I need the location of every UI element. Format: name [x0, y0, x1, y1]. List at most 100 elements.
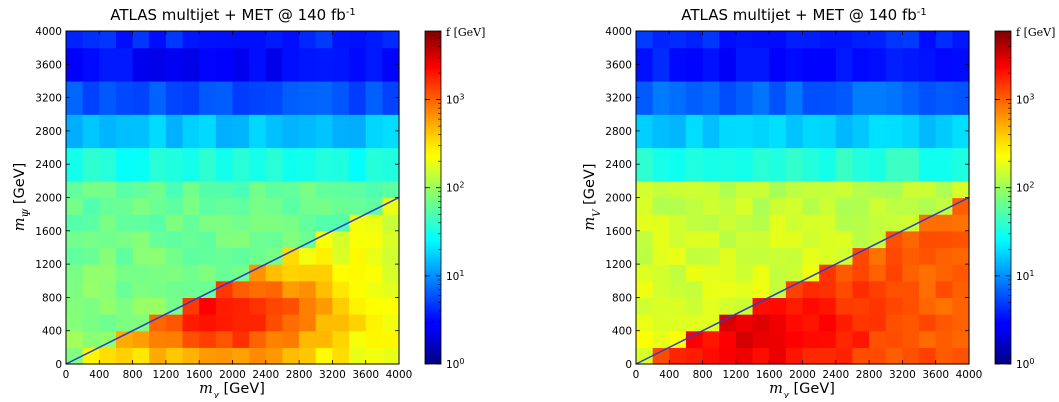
heatmap-cell — [735, 31, 754, 49]
heatmap-cell — [902, 47, 920, 82]
heatmap-cell — [819, 280, 837, 298]
x-tick-label: 3600 — [922, 369, 949, 381]
heatmap-cell — [215, 297, 234, 315]
heatmap-cell — [82, 80, 100, 115]
heatmap-cell — [215, 230, 234, 249]
heatmap-cell — [952, 230, 970, 249]
heatmap-cell — [249, 31, 267, 49]
x-tick-label: 3600 — [352, 369, 379, 381]
heatmap-cell — [802, 31, 820, 49]
heatmap-cell — [919, 114, 937, 149]
heatmap-panel-left: ATLAS multijet + MET @ 140 fb-1 0 400 800 1… — [12, 6, 485, 402]
heatmap-cell — [902, 297, 920, 315]
heatmap-cell — [315, 297, 333, 315]
heatmap-cell — [249, 280, 267, 298]
heatmap-cell — [282, 80, 300, 115]
heatmap-cell — [769, 330, 787, 348]
heatmap-cell — [132, 264, 150, 282]
heatmap-cell — [299, 347, 317, 365]
heatmap-cell — [99, 197, 117, 215]
heatmap-cell — [852, 297, 870, 315]
heatmap-cell — [769, 180, 787, 199]
heatmap-cell — [82, 247, 100, 265]
heatmap-cell — [935, 247, 953, 265]
heatmap-cell — [835, 114, 854, 149]
heatmap-cell — [382, 114, 400, 149]
heatmap-cell — [719, 197, 737, 215]
heatmap-cell — [349, 280, 367, 298]
heatmap-panel-right: ATLAS multijet + MET @ 140 fb-1 0 400 800 1… — [582, 6, 1055, 402]
heatmap-cell — [802, 147, 820, 182]
heatmap-cell — [115, 180, 134, 199]
heatmap-cell — [702, 80, 720, 115]
heatmap-cell — [382, 214, 400, 232]
heatmap-cell — [365, 330, 383, 348]
heatmap-cell — [935, 297, 953, 315]
heatmap-cell — [652, 114, 670, 149]
x-tick-label: 2000 — [219, 369, 246, 381]
heatmap-cell — [182, 264, 200, 282]
heatmap-cell — [769, 147, 787, 182]
heatmap-cell — [785, 330, 804, 348]
heatmap-cell — [719, 47, 737, 82]
heatmap-cell — [265, 197, 284, 215]
heatmap-cell — [852, 31, 870, 49]
heatmap-cell — [869, 280, 887, 298]
heatmap-cell — [349, 47, 367, 82]
heatmap-cell — [819, 147, 837, 182]
heatmap-cell — [702, 314, 720, 332]
heatmap-cell — [785, 347, 804, 365]
heatmap-cell — [935, 114, 953, 149]
heatmap-cell — [232, 330, 250, 348]
heatmap-cell — [669, 31, 687, 49]
heatmap-cell — [165, 280, 184, 298]
heatmap-cell — [952, 214, 970, 232]
heatmap-cell — [902, 347, 920, 365]
colorbar-ticks: 100 101 102 103 — [425, 30, 464, 371]
heatmap-cell — [685, 147, 704, 182]
heatmap-cell — [215, 314, 234, 332]
heatmap-cell — [919, 280, 937, 298]
heatmap-cell — [819, 214, 837, 232]
heatmap-cell — [902, 264, 920, 282]
heatmap-cell — [735, 297, 754, 315]
heatmap-cell — [99, 180, 117, 199]
heatmap-cell — [249, 80, 267, 115]
heatmap-cell — [669, 280, 687, 298]
heatmap-cell — [902, 230, 920, 249]
heatmap-cell — [869, 214, 887, 232]
heatmap-cell — [132, 214, 150, 232]
heatmap-cell — [719, 230, 737, 249]
heatmap-cell — [835, 264, 854, 282]
heatmap-cell — [902, 147, 920, 182]
heatmap-cell — [66, 280, 84, 298]
heatmap-cell — [902, 180, 920, 199]
y-tick-label: 4000 — [35, 26, 62, 38]
heatmap-cell — [752, 180, 770, 199]
heatmap-cell — [935, 314, 953, 332]
heatmap-cell — [852, 247, 870, 265]
heatmap-cell — [332, 230, 350, 249]
heatmap-cell — [719, 330, 737, 348]
heatmap-cell — [785, 247, 804, 265]
heatmap-cell — [99, 264, 117, 282]
heatmap-cell — [115, 297, 134, 315]
heatmap-cell — [652, 47, 670, 82]
heatmap-cell — [735, 214, 754, 232]
heatmap-cell — [82, 214, 100, 232]
heatmap-cell — [82, 230, 100, 249]
heatmap-cell — [99, 314, 117, 332]
heatmap-cell — [902, 314, 920, 332]
heatmap-cell — [149, 180, 167, 199]
heatmap-cell — [669, 230, 687, 249]
heatmap-cell — [299, 114, 317, 149]
heatmap-cell — [66, 197, 84, 215]
heatmap-cell — [719, 147, 737, 182]
heatmap-cell — [802, 247, 820, 265]
heatmap-cell — [249, 230, 267, 249]
colorbar — [424, 30, 442, 365]
heatmap-cell — [365, 147, 383, 182]
heatmap-cell — [115, 314, 134, 332]
heatmap-cell — [752, 297, 770, 315]
heatmap-cell — [149, 347, 167, 365]
